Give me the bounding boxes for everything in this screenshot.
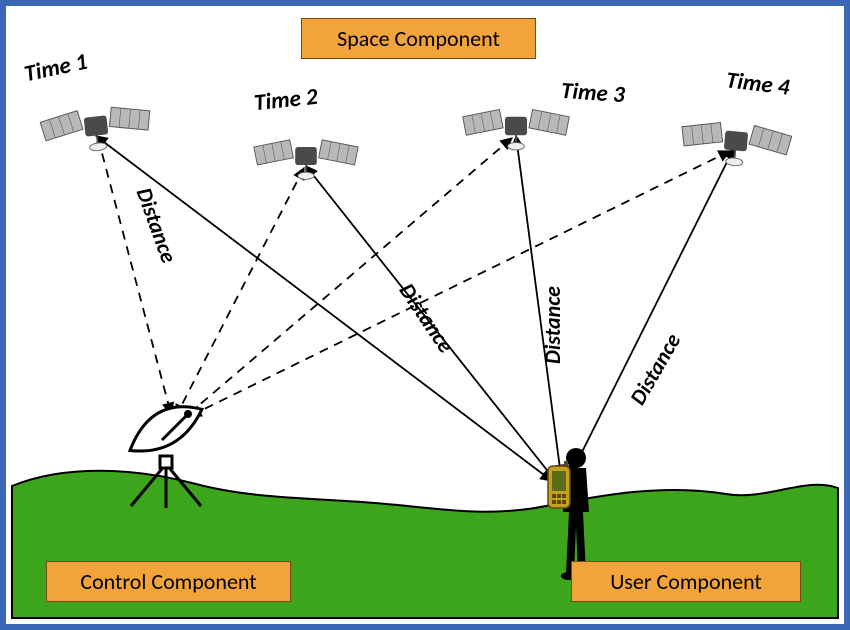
user-component-label: User Component xyxy=(571,561,801,602)
satellite-icon xyxy=(463,109,570,149)
time-label: Time 3 xyxy=(560,77,625,109)
control-component-label: Control Component xyxy=(46,561,291,602)
satellite-icon xyxy=(679,119,792,170)
distance-label: Distance xyxy=(539,286,566,364)
dashed-link xyxy=(98,138,171,414)
satellite-icon xyxy=(39,103,153,156)
satellite-icon xyxy=(254,140,358,180)
solid-link xyxy=(569,148,734,478)
satellites xyxy=(39,103,792,179)
space-component-label: Space Component xyxy=(301,18,536,59)
diagram-canvas: Space Component Control Component User C… xyxy=(0,0,850,630)
dashed-link xyxy=(184,138,512,418)
gps-device-icon xyxy=(548,461,570,508)
dashed-link xyxy=(176,168,304,416)
